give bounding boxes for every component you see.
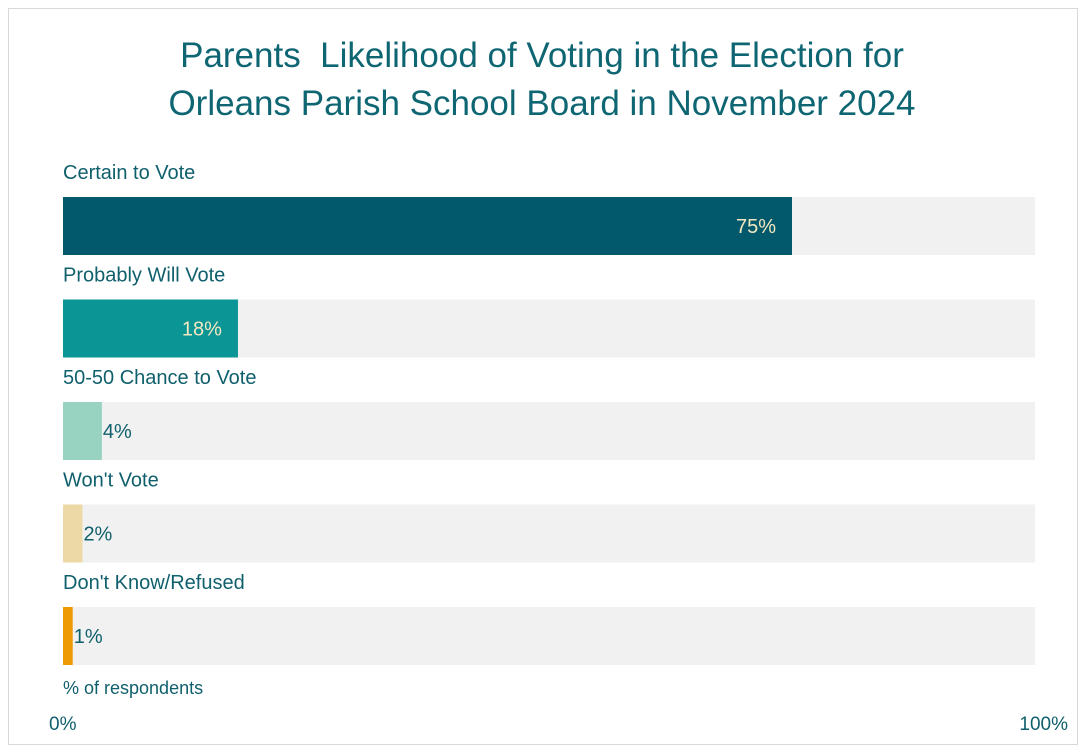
chart-title-line-2: Orleans Parish School Board in November …	[168, 84, 916, 123]
category-label: 50-50 Chance to Vote	[63, 367, 256, 389]
data-label: 2%	[83, 524, 112, 546]
category-label: Probably Will Vote	[63, 265, 225, 287]
bar-track	[63, 402, 1035, 460]
bar	[63, 402, 102, 460]
x-axis-label: % of respondents	[63, 678, 203, 698]
bar	[63, 299, 238, 358]
chart-title: Parents Likelihood of Voting in the Elec…	[0, 32, 1084, 128]
data-label: 4%	[103, 421, 132, 443]
category-label: Certain to Vote	[63, 162, 195, 184]
chart-title-line-1: Parents Likelihood of Voting in the Elec…	[180, 36, 904, 75]
bar	[63, 504, 83, 563]
x-tick-label: 0%	[49, 714, 77, 735]
category-label: Don't Know/Refused	[63, 572, 245, 594]
data-label: 18%	[182, 319, 222, 341]
bar-track	[63, 607, 1035, 665]
data-label: 1%	[74, 626, 103, 648]
bar	[63, 607, 73, 665]
category-label: Won't Vote	[63, 470, 159, 492]
bar	[63, 197, 792, 255]
data-label: 75%	[736, 216, 776, 238]
x-tick-label: 100%	[1019, 714, 1068, 735]
bar-track	[63, 504, 1035, 563]
